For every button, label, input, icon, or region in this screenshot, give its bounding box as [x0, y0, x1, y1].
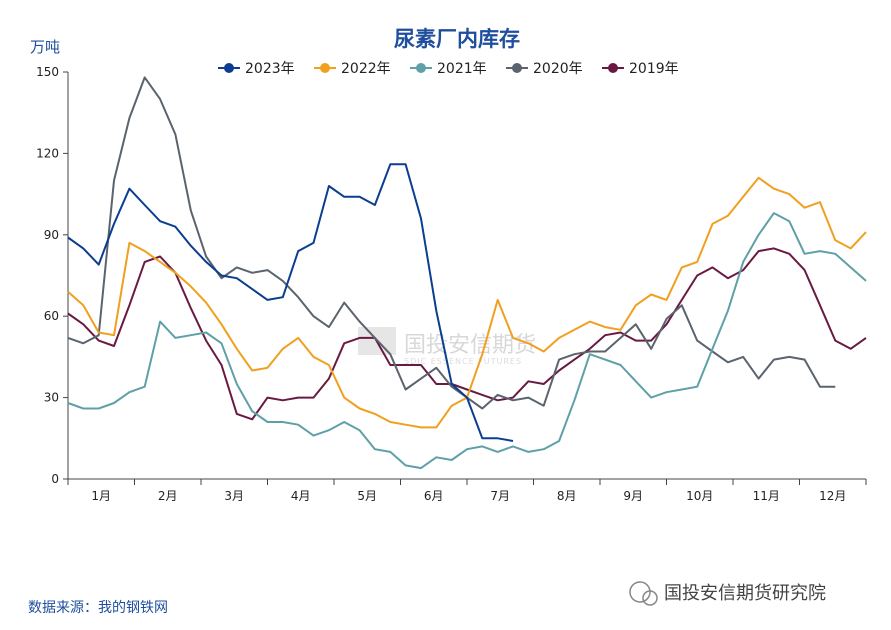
y-tick-label: 90	[44, 228, 59, 242]
x-tick-label: 2月	[158, 489, 178, 503]
wechat-icon	[629, 581, 651, 603]
x-tick-label: 3月	[224, 489, 244, 503]
series-lines	[67, 76, 867, 470]
legend: 2023年 2022年 2021年 2020年 2019年	[218, 61, 679, 77]
legend-label: 2022年	[341, 61, 391, 77]
brand-block: 国投安信期货研究院	[629, 581, 826, 606]
chart-title: 尿素厂内库存	[394, 27, 520, 51]
series-line-2	[67, 212, 867, 470]
x-tick-label: 7月	[490, 489, 510, 503]
legend-swatch-marker	[224, 63, 234, 73]
watermark-subtext: SDIC ESSENCE FUTURES	[404, 357, 522, 366]
watermark-text: 国投安信期货	[404, 333, 536, 358]
x-tick-label: 11月	[753, 489, 780, 503]
x-tick-label: 6月	[424, 489, 444, 503]
series-line-0	[67, 163, 514, 442]
y-tick-label: 150	[36, 65, 59, 79]
legend-swatch-marker	[320, 63, 330, 73]
data-source: 数据来源：我的钢铁网	[28, 600, 168, 616]
y-tick-label: 30	[44, 391, 59, 405]
legend-label: 2021年	[437, 61, 487, 77]
x-tick-label: 5月	[357, 489, 377, 503]
legend-label: 2019年	[629, 61, 679, 77]
x-tick-label: 9月	[623, 489, 643, 503]
wechat-icon-bubble	[642, 590, 658, 606]
legend-label: 2023年	[245, 61, 295, 77]
series-line-4	[67, 247, 867, 421]
series-line-3	[67, 76, 836, 410]
legend-swatch-marker	[416, 63, 426, 73]
legend-label: 2020年	[533, 61, 583, 77]
axes: 0 30 60 90 120 150 1月 2月 3月 4月 5月 6月 7月 8月 9月 10月 11月 12月	[36, 65, 867, 503]
legend-swatch-marker	[608, 63, 618, 73]
y-tick-label: 60	[44, 309, 59, 323]
x-tick-label: 8月	[557, 489, 577, 503]
y-axis-unit: 万吨	[30, 38, 60, 56]
watermark: 国投安信期货 SDIC ESSENCE FUTURES	[358, 327, 536, 366]
x-tick-label: 12月	[819, 489, 846, 503]
x-tick-label: 10月	[686, 489, 713, 503]
legend-swatch-marker	[512, 63, 522, 73]
x-tick-label: 1月	[91, 489, 111, 503]
y-tick-label: 0	[51, 472, 59, 486]
x-tick-label: 4月	[291, 489, 311, 503]
brand-name: 国投安信期货研究院	[664, 583, 826, 604]
y-tick-label: 120	[36, 146, 59, 160]
